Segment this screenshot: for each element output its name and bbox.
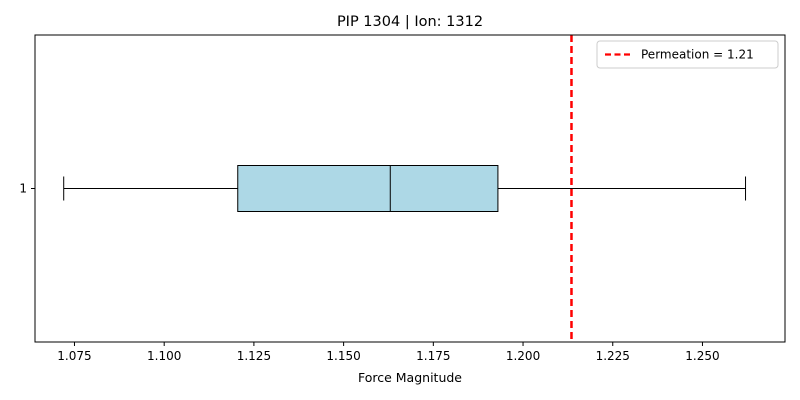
x-axis-label: Force Magnitude bbox=[358, 370, 462, 385]
legend: Permeation = 1.21 bbox=[596, 40, 779, 69]
x-tick-label: 1.075 bbox=[57, 349, 91, 363]
x-tick-label: 1.200 bbox=[506, 349, 540, 363]
box-iqr bbox=[237, 165, 499, 212]
x-tick-label: 1.175 bbox=[416, 349, 450, 363]
plot-area bbox=[63, 35, 747, 342]
x-tick-label: 1.225 bbox=[596, 349, 630, 363]
x-tick-label: 1.250 bbox=[685, 349, 719, 363]
y-axis: 1 bbox=[19, 182, 35, 196]
chart-title: PIP 1304 | Ion: 1312 bbox=[337, 14, 483, 30]
legend-entry-permeation: Permeation = 1.21 bbox=[641, 48, 754, 62]
x-axis: 1.075 1.100 1.125 1.150 1.175 1.200 1.225 1.250 bbox=[57, 342, 720, 363]
x-tick-label: 1.125 bbox=[237, 349, 271, 363]
legend-frame bbox=[596, 40, 779, 69]
x-tick-label: 1.100 bbox=[147, 349, 181, 363]
y-tick-label: 1 bbox=[19, 182, 27, 196]
box-series-1 bbox=[63, 165, 747, 212]
x-tick-label: 1.150 bbox=[326, 349, 360, 363]
